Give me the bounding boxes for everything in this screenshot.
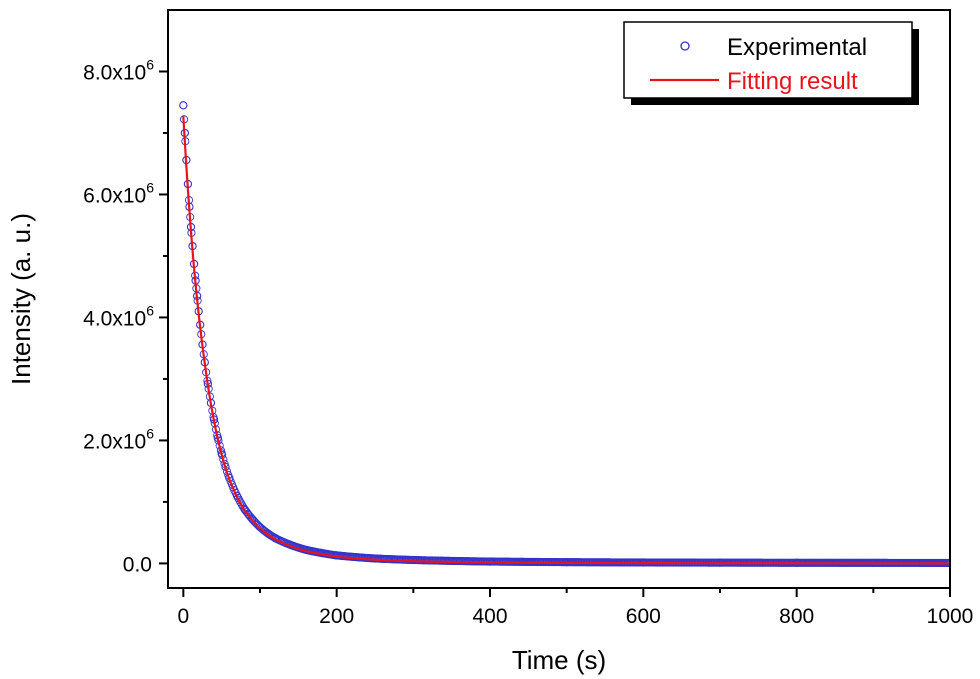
y-tick-label: 6.0x106 [83,179,154,207]
experimental-point [235,496,244,505]
experimental-point [252,519,261,528]
y-tick-label: 0.0 [123,553,152,576]
series-experimental [179,101,950,568]
legend: Experimental Fitting result [623,21,919,105]
x-tick-label: 600 [626,605,661,628]
x-axis-title: Time (s) [512,645,606,675]
x-tick-label: 800 [779,605,814,628]
y-tick-label: 8.0x106 [83,56,154,84]
x-tick-label: 0 [177,605,189,628]
y-tick-label: 2.0x106 [83,425,154,453]
plot-frame [167,9,951,589]
x-tick-label: 200 [319,605,354,628]
experimental-point [237,500,246,509]
legend-label: Fitting result [727,68,858,95]
experimental-point [234,493,243,502]
experimental-point [236,498,245,507]
experimental-point [179,101,188,110]
y-tick-label: 4.0x106 [83,302,154,330]
legend-label: Experimental [727,34,867,61]
series-fitting-result [182,116,950,565]
legend-marker-experimental [680,41,690,51]
x-tick-label: 400 [472,605,507,628]
x-tick-label: 1000 [927,605,974,628]
y-axis-title: Intensity (a. u.) [6,213,36,385]
legend-box [623,21,913,99]
